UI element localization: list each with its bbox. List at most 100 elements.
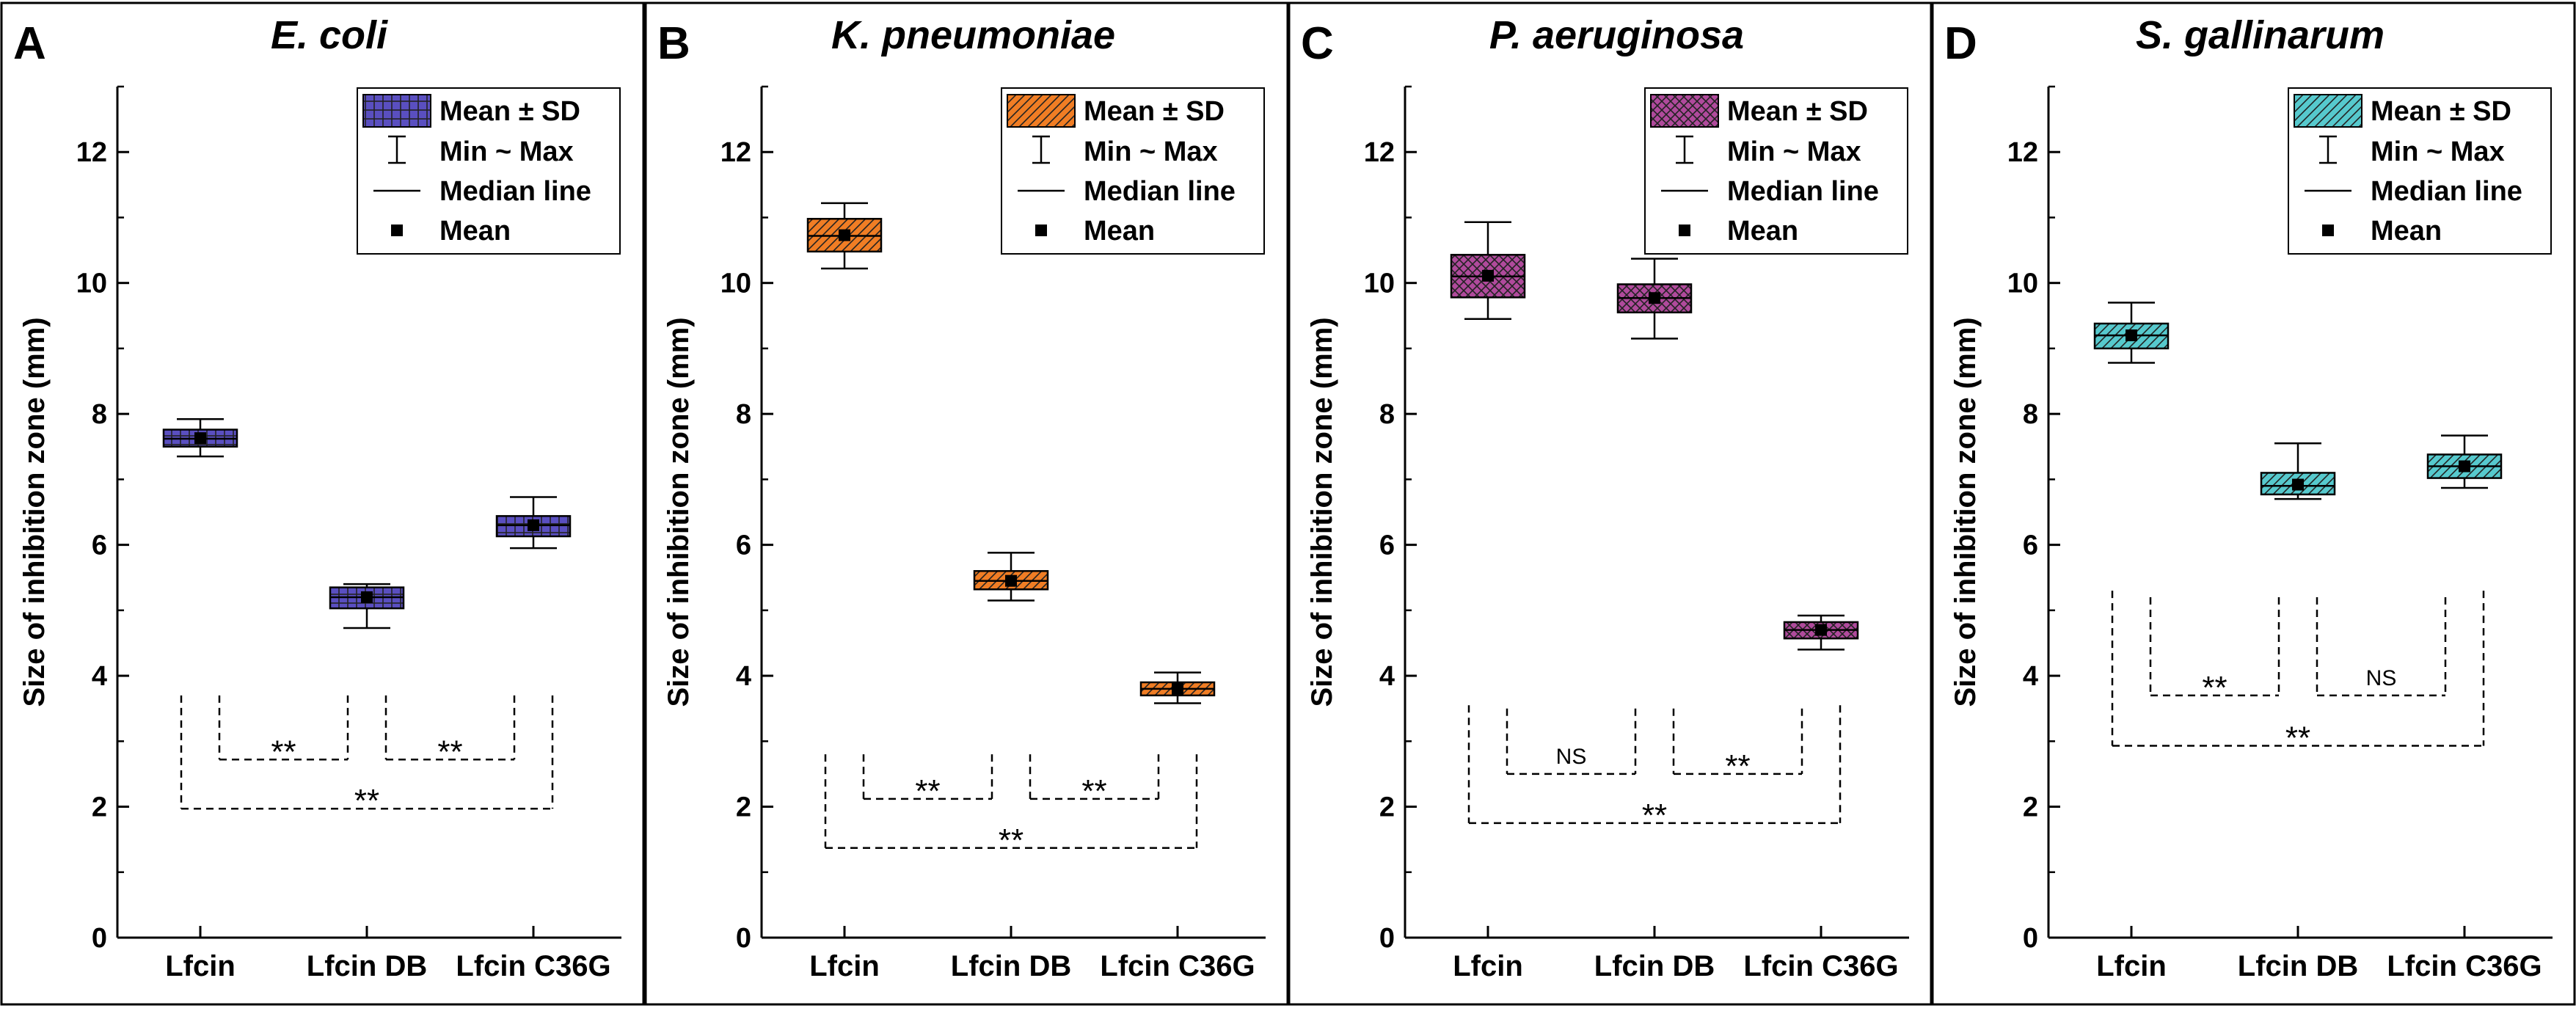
legend-mean-marker [1679,225,1690,236]
significance-bracket: NS [1506,708,1637,775]
legend-swatch [362,94,431,128]
significance-bracket: ** [1672,708,1803,784]
x-tick-label: Lfcin C36G [2387,950,2542,982]
legend: Mean ± SD Min ~ Max Median line Mean [357,87,621,255]
legend-label-mean: Mean [2371,216,2442,247]
box-3 [1139,671,1216,704]
legend-label-median: Median line [1727,176,1879,207]
y-tick-label: 10 [2007,269,2038,299]
legend-mean-marker [391,225,403,236]
y-tick-label: 2 [2023,792,2038,823]
y-tick-label: 0 [92,923,107,954]
x-tick-label: Lfcin C36G [456,950,610,982]
significance-bracket: ** [1467,705,1842,833]
panel-title: K. pneumoniae [831,13,1115,57]
panel-title: E. coli [271,13,388,57]
y-axis-label: Size of inhibition zone (mm) [663,317,695,707]
mean-marker [1005,574,1017,587]
panel-letter: C [1301,18,1334,69]
y-tick-label: 8 [736,399,751,430]
mean-marker [528,519,539,531]
significance-label: ** [1642,798,1667,833]
box-2 [973,552,1049,602]
mean-marker [2459,460,2470,472]
legend-label-mean-sd: Mean ± SD [1084,96,1225,127]
y-tick-label: 8 [2023,399,2038,430]
y-tick-label: 4 [736,661,751,692]
legend-swatch [1007,94,1076,128]
y-tick-label: 12 [76,137,107,168]
significance-label: ** [999,822,1024,858]
y-tick-label: 10 [720,269,751,299]
x-tick-label: Lfcin DB [2238,950,2358,982]
panel-b: B K. pneumoniae 0 2 4 6 8 10 12 Size of inhibitio… [644,1,1289,1006]
panel-letter: B [657,18,690,69]
panel-frame [644,1,1289,1006]
box-2 [2260,442,2336,500]
box-3 [2426,434,2503,489]
y-tick-label: 12 [720,137,751,168]
legend: Mean ± SD Min ~ Max Median line Mean [2288,87,2552,255]
significance-bracket: ** [2149,597,2280,706]
legend-swatch [1650,94,1719,128]
y-tick-label: 10 [76,269,107,299]
x-tick-label: Lfcin [165,950,236,982]
y-tick-label: 2 [92,792,107,823]
y-tick-label: 0 [1379,923,1395,954]
significance-bracket: ** [384,695,516,770]
legend-label-mean: Mean [439,216,511,247]
mean-marker [1482,269,1494,282]
x-tick-label: Lfcin DB [951,950,1071,982]
mean-marker [194,432,206,445]
y-tick-label: 6 [1379,530,1395,561]
box-1 [162,418,238,458]
legend-label-min-max: Min ~ Max [1727,136,1861,167]
panel-frame [0,1,645,1006]
panel-a: A E. coli 0 2 4 6 8 10 12 Size of inhibition zone… [0,1,645,1006]
mean-marker [1649,292,1660,304]
significance-label: ** [2285,720,2310,756]
y-tick-label: 4 [92,661,107,692]
y-tick-label: 8 [1379,399,1395,430]
box-2 [329,583,405,629]
panel-frame [1288,1,1933,1006]
x-tick-label: Lfcin C36G [1100,950,1255,982]
mean-marker [2126,329,2137,342]
significance-label: NS [2366,666,2397,690]
box-1 [2093,302,2170,364]
significance-label: ** [354,783,379,819]
significance-bracket: ** [824,754,1198,858]
legend-label-mean: Mean [1727,216,1798,247]
panel-d: D S. gallinarum 0 2 4 6 8 10 12 Size of inhibitio… [1931,1,2576,1006]
y-tick-label: 6 [2023,530,2038,561]
box-2 [1616,258,1693,340]
x-tick-label: Lfcin [809,950,880,982]
y-tick-label: 0 [2023,923,2038,954]
mean-marker [839,229,850,241]
significance-bracket: ** [218,695,349,770]
significance-label: ** [1725,748,1750,784]
mean-marker [361,591,373,603]
significance-bracket: NS [2316,597,2447,697]
y-tick-label: 12 [2007,137,2038,168]
y-tick-label: 12 [1364,137,1395,168]
panel-letter: A [13,18,46,69]
legend-label-mean: Mean [1084,216,1155,247]
significance-label: ** [1081,773,1106,809]
y-tick-label: 6 [736,530,751,561]
legend-label-median: Median line [1084,176,1236,207]
y-tick-label: 6 [92,530,107,561]
significance-label: ** [437,734,462,770]
y-tick-label: 8 [92,399,107,430]
x-tick-label: Lfcin DB [1594,950,1715,982]
legend-label-mean-sd: Mean ± SD [1727,96,1868,127]
y-tick-label: 2 [1379,792,1395,823]
x-tick-label: Lfcin [2096,950,2167,982]
significance-label: ** [2202,670,2227,706]
panel-frame [1931,1,2576,1006]
mean-marker [1815,624,1827,636]
box-3 [1783,614,1859,651]
y-axis-label: Size of inhibition zone (mm) [1306,317,1338,707]
box-3 [495,496,572,550]
mean-marker [1172,682,1183,695]
